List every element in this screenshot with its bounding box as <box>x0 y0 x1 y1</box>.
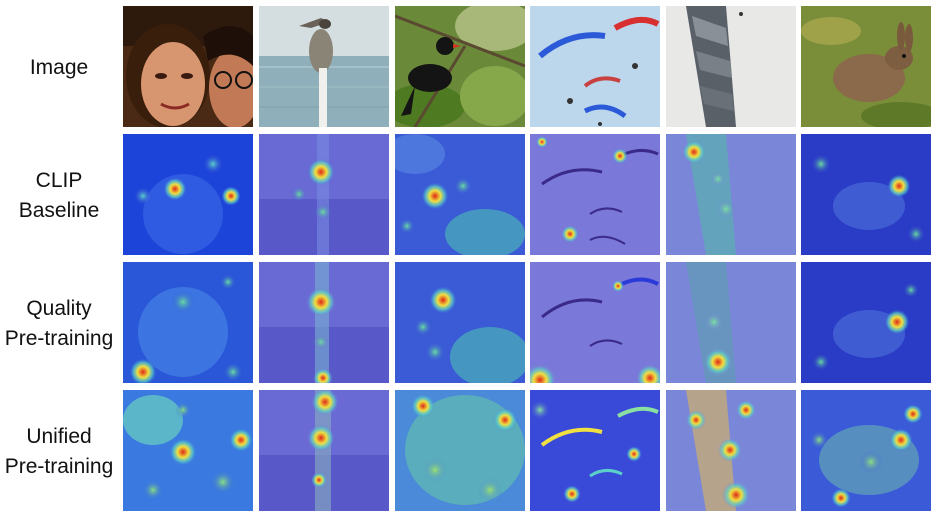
attention-map-clip-rabbit <box>801 134 931 255</box>
attention-map-quality-folded-paper <box>666 262 796 383</box>
attention-map-unified-bird-on-branch <box>395 390 525 511</box>
row-label-line: Pre-training <box>4 327 114 350</box>
row-label-line: Quality <box>26 297 92 320</box>
attention-map-unified-pelican <box>259 390 389 511</box>
photo-rabbit <box>801 6 931 127</box>
attention-map-quality-bird-on-branch <box>395 262 525 383</box>
photo-bird-on-branch <box>395 6 525 127</box>
photo-woman-faces <box>123 6 253 127</box>
row-label-line: Image <box>29 56 89 79</box>
attention-map-unified-paragliders <box>530 390 660 511</box>
row-label-clip-baseline: CLIP Baseline <box>0 134 118 258</box>
attention-map-quality-woman-faces <box>123 262 253 383</box>
photo-paragliders <box>530 6 660 127</box>
photo-pelican <box>259 6 389 127</box>
attention-map-quality-paragliders <box>530 262 660 383</box>
attention-map-clip-folded-paper <box>666 134 796 255</box>
photo-folded-paper <box>666 6 796 127</box>
attention-map-unified-folded-paper <box>666 390 796 511</box>
attention-map-clip-woman-faces <box>123 134 253 255</box>
attention-map-unified-woman-faces <box>123 390 253 511</box>
row-label-image: Image <box>0 8 118 128</box>
attention-map-clip-paragliders <box>530 134 660 255</box>
attention-map-unified-rabbit <box>801 390 931 511</box>
row-label-line: Pre-training <box>4 455 114 478</box>
attention-map-clip-bird-on-branch <box>395 134 525 255</box>
attention-map-clip-pelican <box>259 134 389 255</box>
row-label-line: Baseline <box>18 199 100 222</box>
row-label-line: CLIP <box>35 169 83 192</box>
attention-map-quality-rabbit <box>801 262 931 383</box>
attention-map-quality-pelican <box>259 262 389 383</box>
row-label-unified-pretraining: Unified Pre-training <box>0 390 118 514</box>
row-label-line: Unified <box>26 425 92 448</box>
row-label-quality-pretraining: Quality Pre-training <box>0 262 118 386</box>
